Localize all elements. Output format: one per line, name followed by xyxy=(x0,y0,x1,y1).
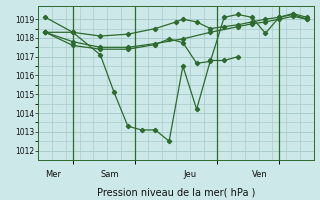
X-axis label: Pression niveau de la mer( hPa ): Pression niveau de la mer( hPa ) xyxy=(97,188,255,198)
Text: Ven: Ven xyxy=(252,170,268,179)
Text: Jeu: Jeu xyxy=(183,170,196,179)
Text: Mer: Mer xyxy=(45,170,61,179)
Text: Sam: Sam xyxy=(100,170,119,179)
